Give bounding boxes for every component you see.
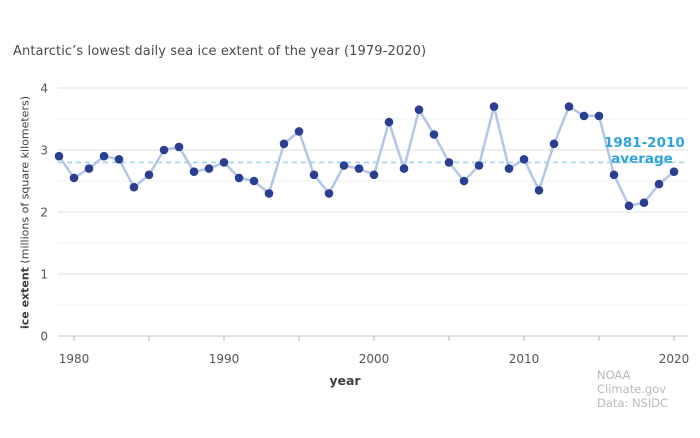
data-point: [624, 201, 634, 211]
data-point: [489, 102, 499, 111]
x-tick-label: 1980: [59, 352, 90, 366]
data-point: [84, 164, 94, 173]
data-point: [459, 176, 469, 186]
data-point: [519, 155, 529, 164]
data-point: [69, 173, 79, 183]
data-point: [114, 155, 124, 164]
data-point: [174, 142, 184, 152]
data-point: [144, 170, 154, 180]
x-tick-label: 2020: [659, 352, 690, 366]
data-point: [159, 145, 169, 155]
average-line-annotation: 1981-2010 average: [604, 135, 685, 167]
data-point: [669, 167, 679, 176]
data-point: [189, 167, 199, 176]
data-point: [414, 105, 424, 114]
data-point: [234, 173, 244, 183]
data-point: [429, 130, 439, 139]
average-annotation-line1: 1981-2010: [604, 135, 685, 151]
data-point: [564, 102, 574, 111]
y-axis-label-units: (millions of square kilometers): [18, 96, 32, 268]
series-line: [57, 105, 676, 208]
attribution-source: NOAA Climate.gov: [597, 368, 667, 396]
y-axis-label-main: ice extent: [18, 267, 32, 330]
x-tick-label: 1990: [209, 352, 240, 366]
data-point: [294, 127, 304, 136]
data-point: [444, 158, 454, 167]
y-tick-label: 1: [40, 268, 48, 282]
y-tick-label: 0: [40, 330, 48, 344]
chart-title: Antarctic’s lowest daily sea ice extent …: [13, 44, 427, 59]
data-point: [204, 164, 214, 173]
y-tick-label: 3: [40, 144, 48, 158]
data-point: [279, 139, 289, 149]
data-point: [339, 161, 349, 170]
data-point: [654, 179, 664, 189]
y-tick-label: 4: [40, 82, 48, 96]
data-point: [264, 189, 274, 198]
data-point: [609, 170, 619, 180]
x-tick-label: 2010: [509, 352, 540, 366]
attribution: NOAA Climate.gov Data: NSIDC: [597, 368, 700, 410]
data-point: [474, 161, 484, 170]
data-point: [219, 158, 229, 167]
average-annotation-line2: average: [611, 150, 673, 167]
data-point: [639, 198, 649, 207]
data-point: [54, 151, 64, 161]
data-point: [369, 170, 379, 180]
data-point: [249, 176, 259, 186]
data-point: [324, 189, 334, 198]
data-point: [309, 170, 319, 180]
x-axis-label: year: [329, 373, 361, 388]
data-point: [534, 186, 544, 195]
data-point: [99, 151, 109, 161]
y-axis-label: ice extent (millions of square kilometer…: [19, 83, 32, 343]
x-tick-label: 2000: [359, 352, 390, 366]
data-point: [354, 164, 364, 173]
data-point: [504, 164, 514, 173]
data-point: [579, 111, 589, 121]
data-point: [384, 117, 394, 127]
data-point: [594, 111, 604, 121]
data-point: [129, 182, 139, 192]
y-tick-label: 2: [40, 206, 48, 220]
data-point: [399, 164, 409, 173]
data-point: [549, 139, 559, 149]
attribution-data: Data: NSIDC: [597, 396, 669, 410]
